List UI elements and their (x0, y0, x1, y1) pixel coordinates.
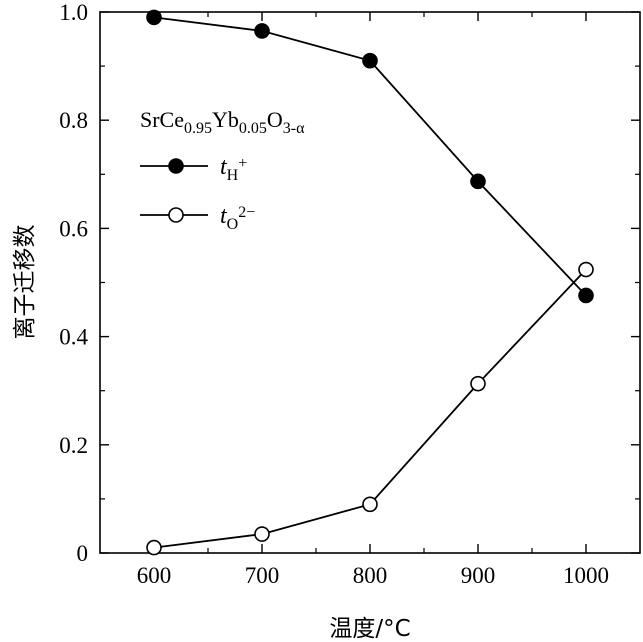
data-point-filled (146, 9, 162, 26)
data-point-open (254, 526, 270, 542)
data-point-filled (470, 173, 486, 190)
x-axis-title: 温度/°C (329, 616, 410, 642)
x-tick-label: 900 (461, 563, 496, 588)
series-group (146, 9, 594, 556)
y-tick-label: 0.2 (59, 433, 88, 458)
legend-title: SrCe0.95Yb0.05O3-α (140, 107, 305, 137)
legend-label-2: tO2− (220, 203, 255, 233)
data-point-filled (362, 52, 378, 69)
data-point-open (146, 539, 162, 556)
x-tick-label: 600 (137, 563, 172, 588)
x-tick-label: 1000 (563, 563, 609, 588)
data-point-filled (578, 287, 594, 304)
data-point-filled (254, 23, 270, 39)
y-tick-label: 0.6 (59, 216, 88, 241)
x-tick-label: 800 (353, 563, 388, 588)
legend-label-1: tH+ (220, 154, 247, 184)
y-tick-label: 0.4 (59, 325, 88, 350)
y-axis: 0 0.2 0.4 0.6 0.8 1.0 (59, 0, 640, 566)
data-point-open (578, 261, 594, 278)
y-tick-label: 1.0 (59, 0, 88, 25)
legend-marker-open (168, 207, 184, 223)
data-point-open (470, 375, 486, 392)
data-point-open (362, 496, 378, 513)
x-axis: 600 700 800 900 1000 (137, 12, 609, 588)
plot-frame (99, 11, 641, 554)
plot-area (99, 11, 641, 554)
y-axis-title: 离子迁移数 (12, 225, 38, 340)
y-tick-label: 0.8 (59, 108, 88, 133)
legend: SrCe0.95Yb0.05O3-α tH+ tO2− (140, 107, 305, 233)
x-tick-label: 700 (245, 563, 280, 588)
legend-marker-filled (168, 158, 184, 174)
y-tick-label: 0 (77, 541, 89, 566)
